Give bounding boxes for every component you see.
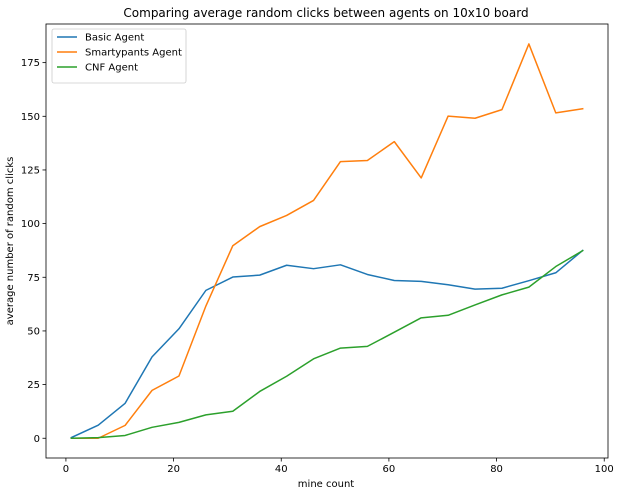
plot-frame [45,23,609,459]
legend-label: Smartypants Agent [85,48,182,59]
x-axis-ticks: 0 20 40 60 80 100 [63,458,614,475]
series-line-0 [70,249,584,439]
y-axis-title: average number of random clicks [5,157,16,326]
y-tick-label: 75 [27,273,40,284]
series-line-1 [70,43,584,439]
chart-title: Comparing average random clicks between … [123,6,528,20]
legend-box [51,28,187,84]
series-lines [70,43,584,440]
y-tick-label: 25 [27,380,40,391]
x-tick-label: 20 [167,464,180,475]
legend-label: Basic Agent [85,33,144,44]
series-line-2 [70,249,584,440]
y-tick-label: 0 [34,434,40,445]
x-tick-label: 0 [63,464,69,475]
y-axis-ticks: 0 25 50 75 100 125 150 175 [21,58,46,445]
y-tick-label: 125 [21,165,40,176]
y-tick-label: 100 [21,219,40,230]
plot-area [46,24,608,458]
x-tick-label: 60 [383,464,396,475]
y-tick-label: 150 [21,112,40,123]
x-tick-label: 40 [275,464,288,475]
y-tick-label: 175 [21,58,40,69]
y-tick-label: 50 [27,326,40,337]
legend-label: CNF Agent [85,63,138,74]
x-axis-title: mine count [298,479,354,490]
legend: Basic Agent Smartypants Agent CNF Agent [51,28,187,84]
x-tick-label: 100 [595,464,614,475]
x-tick-label: 80 [490,464,503,475]
